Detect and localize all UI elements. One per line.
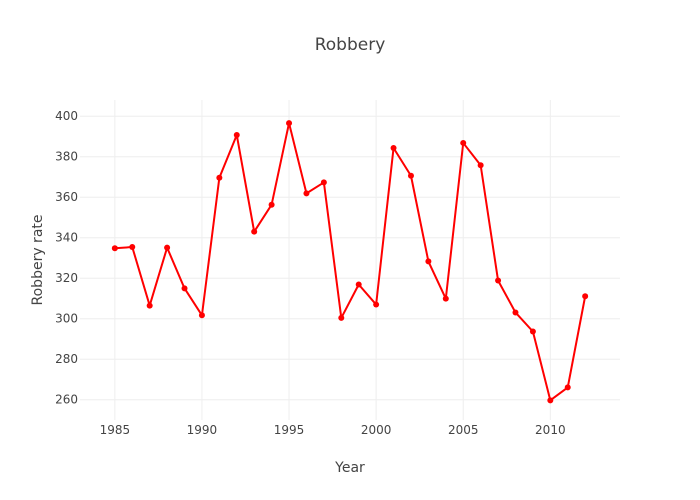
x-tick-label: 2005 xyxy=(448,423,479,437)
series-layer xyxy=(111,120,589,404)
data-point[interactable] xyxy=(146,302,153,309)
x-tick-label: 1995 xyxy=(274,423,305,437)
data-point[interactable] xyxy=(564,384,571,391)
x-tick-label: 2000 xyxy=(361,423,392,437)
data-point[interactable] xyxy=(286,120,293,127)
y-tick-label: 380 xyxy=(55,150,78,164)
y-axis-label: Robbery rate xyxy=(30,215,46,306)
data-point[interactable] xyxy=(390,145,397,151)
data-point[interactable] xyxy=(251,228,258,235)
data-point[interactable] xyxy=(268,201,275,208)
data-point[interactable] xyxy=(442,295,449,302)
data-point[interactable] xyxy=(181,285,188,292)
data-point[interactable] xyxy=(425,258,432,265)
x-axis-label: Year xyxy=(334,460,365,476)
y-tick-label: 360 xyxy=(55,190,78,204)
data-point[interactable] xyxy=(216,174,223,181)
y-tick-label: 280 xyxy=(55,352,78,366)
data-point[interactable] xyxy=(495,277,502,284)
data-point[interactable] xyxy=(198,312,205,319)
data-point[interactable] xyxy=(512,309,519,316)
data-point[interactable] xyxy=(407,172,414,179)
data-point[interactable] xyxy=(477,162,484,169)
y-tick-label: 260 xyxy=(55,393,78,407)
axis-layer: 1985 1990 1995 2000 2005 2010 260 280 300 320 340 3… xyxy=(55,109,566,437)
data-point[interactable] xyxy=(582,293,589,300)
data-point[interactable] xyxy=(547,397,554,404)
y-tick-label: 400 xyxy=(55,109,78,123)
data-point[interactable] xyxy=(338,314,345,321)
data-point[interactable] xyxy=(164,244,171,251)
x-tick-label: 1990 xyxy=(187,423,218,437)
series-line xyxy=(114,122,587,402)
grid-layer xyxy=(80,100,620,420)
data-point[interactable] xyxy=(233,132,240,139)
y-tick-label: 320 xyxy=(55,271,78,285)
data-point[interactable] xyxy=(460,139,467,146)
data-point[interactable] xyxy=(129,244,136,251)
data-point[interactable] xyxy=(111,245,118,252)
data-point[interactable] xyxy=(320,179,327,186)
data-point[interactable] xyxy=(355,281,362,288)
chart-title: Robbery xyxy=(315,35,386,55)
data-point[interactable] xyxy=(373,301,380,308)
data-point[interactable] xyxy=(529,328,536,335)
data-point[interactable] xyxy=(303,190,310,197)
x-tick-label: 2010 xyxy=(535,423,566,437)
y-tick-label: 340 xyxy=(55,231,78,245)
y-tick-label: 300 xyxy=(55,312,78,326)
x-tick-label: 1985 xyxy=(100,423,131,437)
